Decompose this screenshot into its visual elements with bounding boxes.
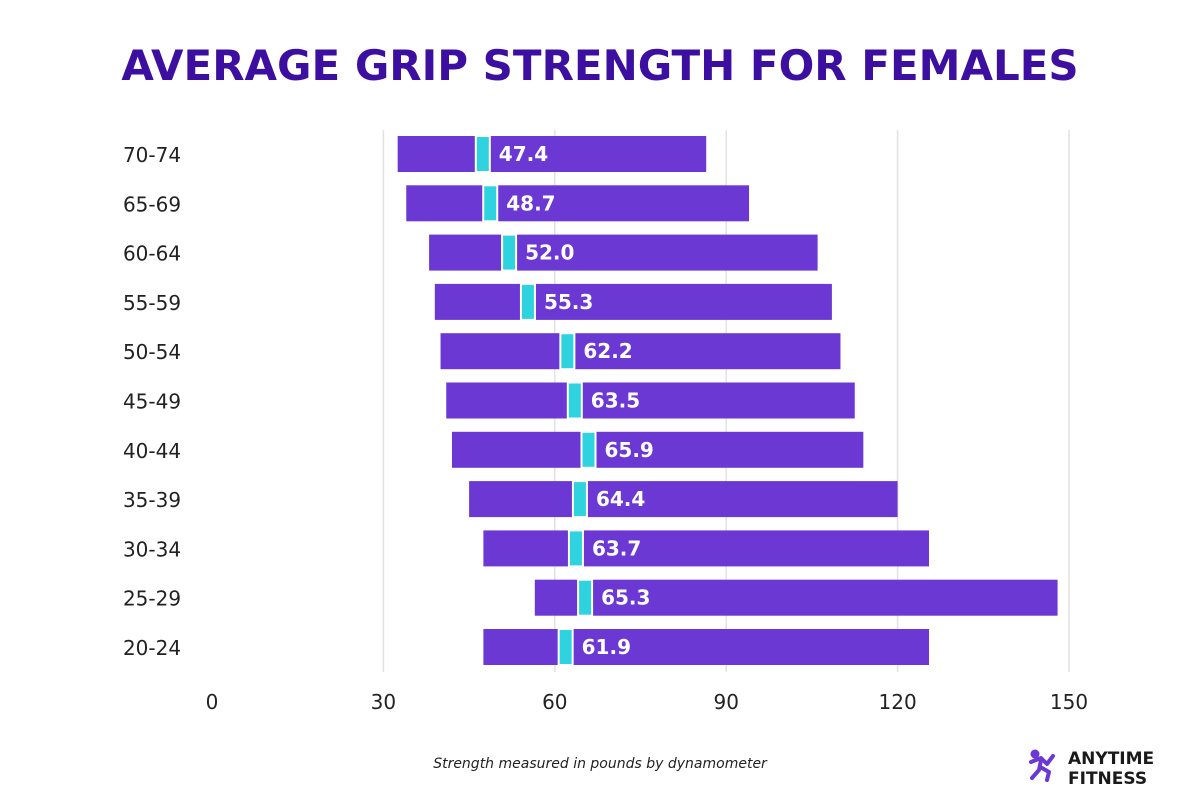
mean-marker <box>501 233 518 272</box>
mean-marker <box>577 578 594 617</box>
category-label: 25-29 <box>123 587 181 611</box>
range-bars: 47.4 48.7 52.0 55.3 62.2 63.5 65.9 64.4 63.7 65.3… <box>397 135 1058 666</box>
category-label: 50-54 <box>123 340 181 364</box>
x-tick-label: 30 <box>371 690 396 714</box>
mean-value-label: 55.3 <box>544 290 593 314</box>
category-label: 20-24 <box>123 636 181 660</box>
range-bar <box>469 481 898 518</box>
x-tick-label: 90 <box>713 690 738 714</box>
category-label: 55-59 <box>123 291 181 315</box>
x-tick-label: 60 <box>542 690 567 714</box>
mean-value-label: 47.4 <box>499 142 548 166</box>
category-label: 70-74 <box>123 143 181 167</box>
mean-value-label: 63.7 <box>592 536 641 560</box>
running-man-icon <box>1029 749 1055 782</box>
category-label: 30-34 <box>123 537 181 561</box>
mean-marker <box>557 628 574 666</box>
mean-value-label: 61.9 <box>582 635 631 659</box>
range-bar <box>440 333 841 370</box>
mean-value-label: 65.9 <box>605 438 654 462</box>
mean-value-label: 63.5 <box>591 389 640 413</box>
mean-marker <box>571 480 588 519</box>
range-bar <box>483 629 930 665</box>
mean-marker <box>566 381 583 420</box>
x-axis-label: Strength measured in pounds by dynamomet… <box>433 756 768 772</box>
chart-title: AVERAGE GRIP STRENGTH FOR FEMALES <box>121 41 1078 90</box>
range-bar <box>397 136 707 172</box>
x-tick-label: 120 <box>879 690 917 714</box>
range-bar <box>483 530 930 567</box>
range-bar <box>534 579 1058 616</box>
mean-marker <box>580 430 597 469</box>
mean-marker <box>567 529 584 568</box>
mean-value-label: 52.0 <box>525 241 574 265</box>
anytime-fitness-logo: ANYTIME FITNESS <box>1029 749 1154 789</box>
x-axis-ticks: 0 30 60 90 120 150 <box>206 690 1088 714</box>
mean-marker <box>519 282 536 321</box>
mean-marker <box>474 135 491 173</box>
mean-value-label: 64.4 <box>596 487 645 511</box>
logo-line-2: FITNESS <box>1068 769 1147 789</box>
range-bar <box>434 283 832 320</box>
category-label: 60-64 <box>123 242 181 266</box>
mean-marker <box>482 184 499 223</box>
category-label: 35-39 <box>123 488 181 512</box>
range-bar <box>406 185 750 222</box>
category-label: 40-44 <box>123 439 181 463</box>
mean-marker <box>559 332 576 371</box>
x-tick-label: 150 <box>1050 690 1088 714</box>
mean-value-label: 65.3 <box>601 586 650 610</box>
category-label: 45-49 <box>123 390 181 414</box>
x-tick-label: 0 <box>206 690 219 714</box>
range-bar <box>446 382 855 419</box>
range-bar <box>429 234 818 271</box>
category-labels: 70-74 65-69 60-64 55-59 50-54 45-49 40-44 35-39… <box>123 143 181 660</box>
mean-value-label: 62.2 <box>583 339 632 363</box>
logo-line-1: ANYTIME <box>1068 749 1154 769</box>
range-bar <box>451 431 864 468</box>
category-label: 65-69 <box>123 192 181 216</box>
mean-value-label: 48.7 <box>506 191 555 215</box>
